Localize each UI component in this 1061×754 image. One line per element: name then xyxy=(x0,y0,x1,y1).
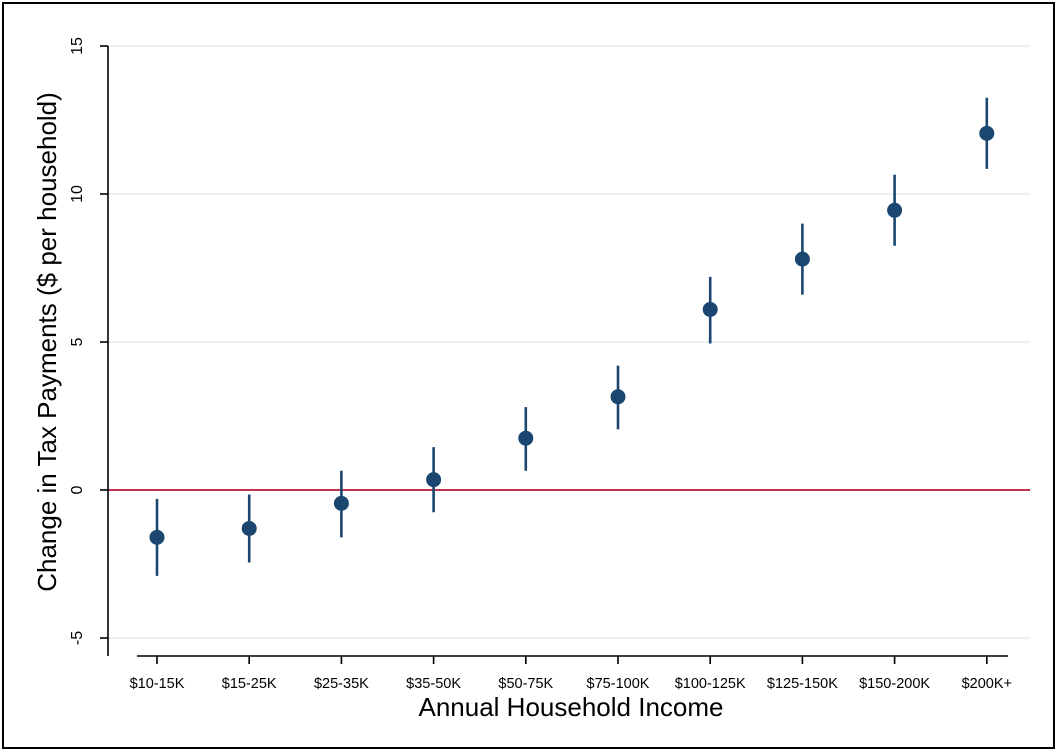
x-tick-label: $15-25K xyxy=(222,676,277,692)
x-axis-title: Annual Household Income xyxy=(419,692,724,722)
x-tick-label: $35-50K xyxy=(406,676,461,692)
x-tick-label: $100-125K xyxy=(675,676,746,692)
data-point xyxy=(518,430,534,446)
x-tick-label: $150-200K xyxy=(859,676,930,692)
y-tick-label: 0 xyxy=(69,485,86,494)
data-point xyxy=(979,125,995,141)
data-point xyxy=(426,472,442,488)
x-tick-label: $200K+ xyxy=(962,676,1012,692)
data-point xyxy=(794,251,810,267)
y-axis-title: Change in Tax Payments ($ per household) xyxy=(32,92,62,592)
y-tick-label: 15 xyxy=(69,37,86,55)
x-tick-label: $125-150K xyxy=(767,676,838,692)
y-tick-label: -5 xyxy=(69,631,86,645)
data-point xyxy=(149,529,165,545)
grid-layer xyxy=(108,45,1030,639)
y-tick-label: 10 xyxy=(69,185,86,203)
x-tick-label: $75-100K xyxy=(587,676,650,692)
x-tick-label: $10-15K xyxy=(130,676,185,692)
marks-layer xyxy=(149,97,995,576)
x-tick-label: $25-35K xyxy=(314,676,369,692)
data-point xyxy=(610,389,626,405)
data-point xyxy=(702,301,718,317)
axis-layer: -5 0 5 10 15 $10-15K $15-25K $25-35K $35-50K $50-… xyxy=(69,37,1012,692)
data-point xyxy=(887,202,903,218)
data-point xyxy=(241,520,257,536)
data-point xyxy=(333,495,349,511)
y-tick-label: 5 xyxy=(69,337,86,346)
x-tick-label: $50-75K xyxy=(498,676,553,692)
